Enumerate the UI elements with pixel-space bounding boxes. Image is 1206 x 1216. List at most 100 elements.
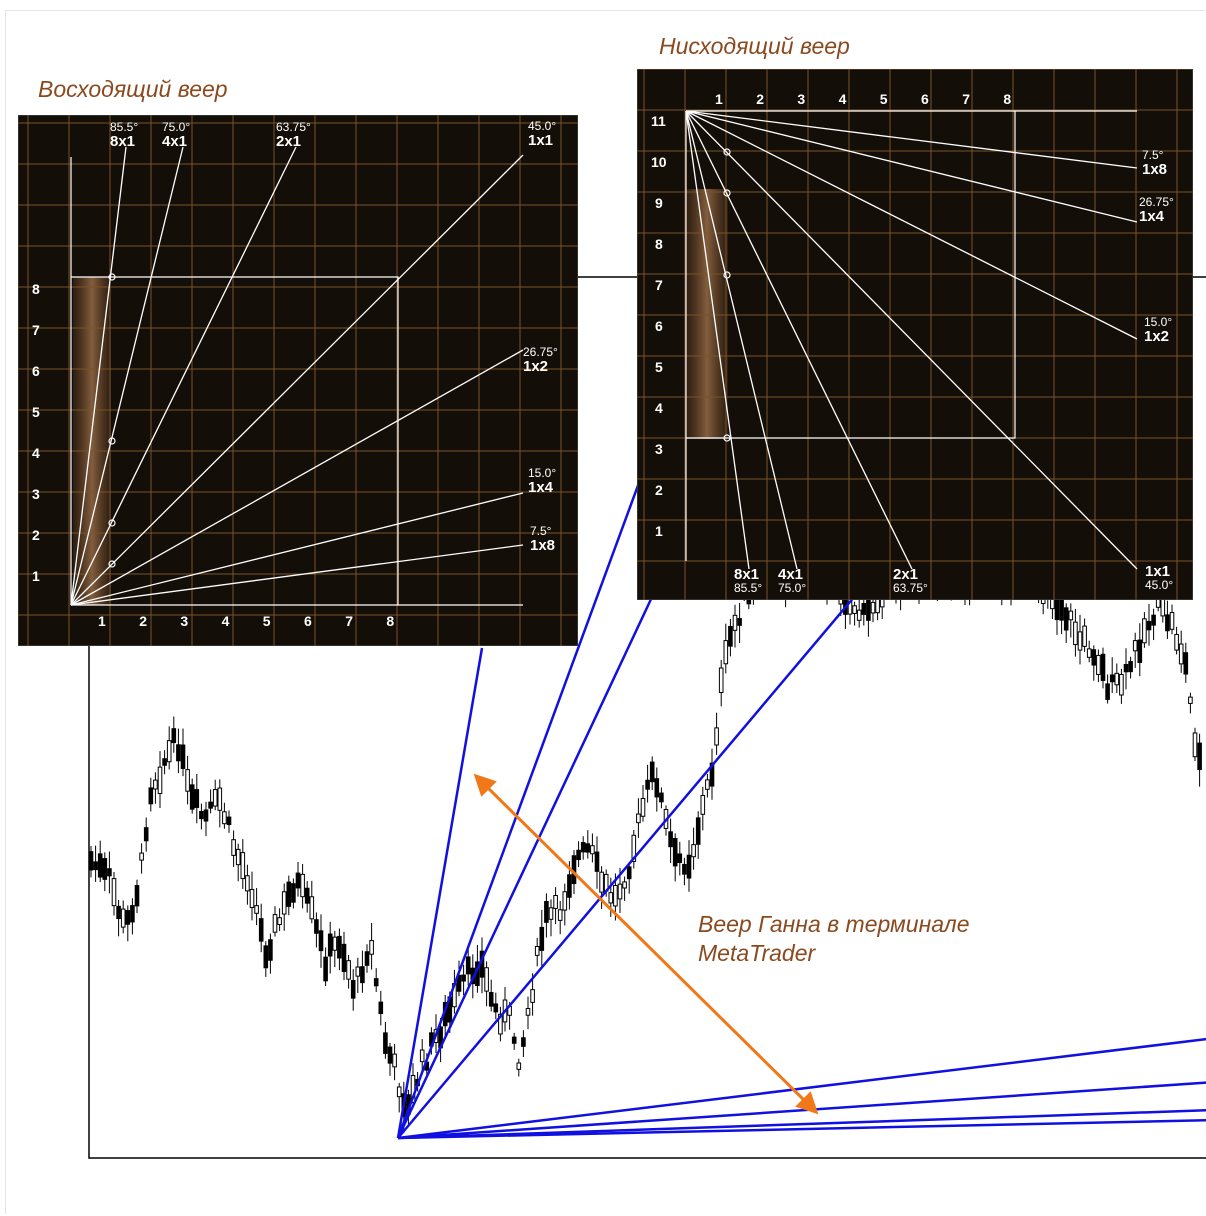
x-number: 3 <box>180 613 188 629</box>
candle-body <box>539 926 545 951</box>
x-number: 3 <box>797 91 805 107</box>
candle-body <box>580 842 586 853</box>
candle-body <box>291 883 296 903</box>
x-number: 6 <box>304 613 312 629</box>
x-number: 2 <box>139 613 147 629</box>
candle-body <box>116 905 121 920</box>
label-1x4-angle: 15.0° <box>528 466 556 480</box>
descending-fan-title: Нисходящий веер <box>659 33 850 59</box>
candle-body <box>93 861 98 871</box>
candle-body <box>341 943 347 973</box>
candle-body <box>1068 610 1074 621</box>
y-number: 3 <box>32 486 40 502</box>
axis-numbers: 1 2 3 4 5 6 7 8 1 2 3 4 5 6 7 8 9 10 11 <box>651 91 1011 539</box>
label-8x1-angle: 85.5° <box>734 581 762 595</box>
y-number: 9 <box>655 195 663 211</box>
arrow-head-top <box>473 773 497 797</box>
candle-body <box>277 917 282 926</box>
candle-body <box>576 849 581 861</box>
axis-numbers: 1 2 3 4 5 6 7 8 1 2 3 4 5 6 7 8 <box>32 281 394 629</box>
intersection-dot <box>108 437 116 445</box>
candle-body <box>465 956 471 975</box>
x-number: 1 <box>715 91 723 107</box>
fan-line <box>70 492 524 606</box>
candle-body <box>1109 674 1115 683</box>
label-2x1-ratio: 2x1 <box>893 566 918 583</box>
candle-body <box>700 795 706 815</box>
candle-body <box>419 1049 425 1063</box>
candle-body <box>364 951 370 966</box>
label-2x1-angle: 63.75° <box>276 120 311 134</box>
candle-body <box>1146 620 1152 631</box>
candle-body <box>88 851 94 871</box>
fan-line <box>70 146 127 606</box>
y-number: 3 <box>655 441 663 457</box>
panel-background <box>18 115 578 646</box>
fan-line <box>397 1037 1206 1140</box>
candle-body <box>189 784 195 810</box>
highlight-column <box>686 189 728 439</box>
y-number: 5 <box>32 404 40 420</box>
fan-lines <box>70 146 524 606</box>
candle-body <box>668 831 673 848</box>
x-number: 8 <box>386 613 394 629</box>
candle-body <box>1059 597 1064 621</box>
candle-body <box>130 905 135 923</box>
candle-body <box>180 744 186 769</box>
candle-body <box>1119 673 1124 696</box>
intersection-dot <box>723 148 731 156</box>
x-number: 7 <box>962 91 970 107</box>
label-8x1-ratio: 8x1 <box>734 566 759 583</box>
label-1x4-angle: 26.75° <box>1139 195 1174 209</box>
y-number: 6 <box>32 363 40 379</box>
fan-line <box>397 589 861 1139</box>
candle-body <box>567 874 572 898</box>
caption-line-2: MetaTrader <box>698 940 816 966</box>
candle-body <box>332 936 338 951</box>
label-4x1-angle: 75.0° <box>778 581 806 595</box>
candle-body <box>134 885 140 907</box>
candle-body <box>728 625 733 647</box>
candle-body <box>185 769 190 792</box>
candle-body <box>525 1008 531 1016</box>
candle-body <box>111 878 117 907</box>
label-1x1-ratio: 1x1 <box>528 132 553 149</box>
candle-body <box>654 778 660 798</box>
candle-body <box>346 960 351 980</box>
fan-line <box>397 1109 1206 1140</box>
candle-body <box>378 1001 384 1014</box>
candle-body <box>171 728 177 744</box>
label-1x8-ratio: 1x8 <box>530 537 555 554</box>
y-number: 8 <box>32 281 40 297</box>
intersection-dot <box>108 560 116 568</box>
label-1x2-angle: 15.0° <box>1144 315 1172 329</box>
fan-line <box>685 110 750 570</box>
candle-body <box>254 905 259 914</box>
candle-body <box>272 914 278 933</box>
fan-line <box>685 110 913 570</box>
label-2x1-angle: 63.75° <box>893 581 928 595</box>
candle-body <box>355 966 361 977</box>
candle-body <box>258 918 264 942</box>
intersection-dot <box>108 273 116 281</box>
fan-line <box>685 110 1138 570</box>
candle-body <box>1063 607 1069 631</box>
candle-body <box>562 891 568 911</box>
candle-body <box>245 875 250 892</box>
x-number: 1 <box>98 613 106 629</box>
y-number: 11 <box>651 113 666 129</box>
candle-body <box>327 933 333 957</box>
candle-body <box>870 601 876 614</box>
fan-line <box>685 110 1138 223</box>
candle-body <box>1169 612 1175 630</box>
y-number: 4 <box>655 400 663 416</box>
candle-body <box>212 789 218 807</box>
candle-body <box>107 868 112 877</box>
double-arrow <box>473 773 819 1115</box>
candle-body <box>553 895 558 909</box>
candle-body <box>718 667 724 693</box>
candle-body <box>705 779 710 790</box>
candle-body <box>1091 649 1097 666</box>
glow-rect <box>686 189 728 439</box>
